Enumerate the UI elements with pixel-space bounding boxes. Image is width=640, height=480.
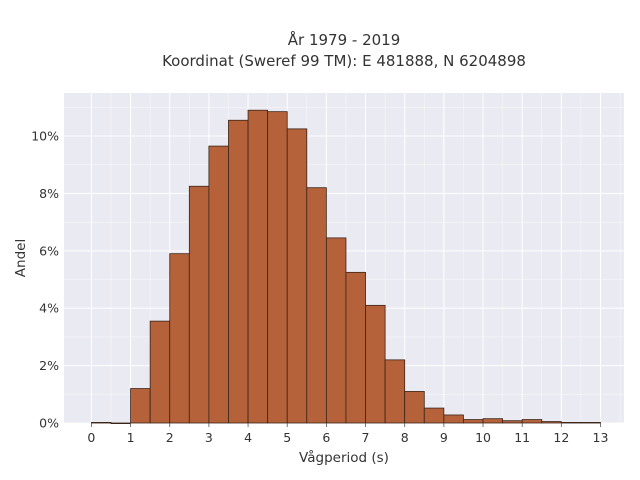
histogram-bar	[560, 422, 582, 424]
histogram-bar	[580, 422, 601, 424]
histogram-bar	[267, 111, 288, 424]
x-tick-label: 7	[362, 430, 370, 445]
x-tick-label: 5	[283, 430, 291, 445]
histogram-bar	[286, 128, 308, 424]
histogram-bar	[306, 187, 327, 424]
x-tick-label: 6	[322, 430, 330, 445]
histogram-bar	[365, 304, 386, 424]
x-tick-label: 8	[401, 430, 409, 445]
histogram-bar	[463, 419, 484, 424]
histogram-bar	[325, 237, 347, 424]
y-axis-ticks: 0% 2% 4% 6% 8% 10%	[31, 129, 59, 431]
x-tick-label: 12	[553, 430, 569, 445]
bars-group	[91, 109, 601, 425]
x-tick-label: 9	[440, 430, 448, 445]
y-tick-label: 0%	[39, 416, 59, 431]
y-axis-label: Andel	[13, 239, 29, 277]
histogram-bar	[404, 391, 425, 424]
x-tick-label: 4	[244, 430, 252, 445]
x-tick-label: 3	[205, 430, 213, 445]
histogram-bar	[130, 388, 151, 424]
y-tick-label: 2%	[39, 358, 59, 373]
chart-title-line2: Koordinat (Sweref 99 TM): E 481888, N 62…	[162, 52, 526, 70]
y-tick-label: 4%	[39, 301, 59, 316]
x-tick-label: 1	[127, 430, 135, 445]
histogram-bar	[228, 119, 249, 424]
histogram-bar	[482, 418, 504, 424]
histogram-bar	[247, 109, 269, 424]
histogram-bar	[208, 145, 229, 424]
histogram-bar	[541, 421, 562, 424]
x-tick-label: 11	[514, 430, 530, 445]
histogram-bar	[423, 407, 445, 424]
y-tick-label: 6%	[39, 243, 59, 258]
x-axis-label: Vågperiod (s)	[299, 449, 389, 466]
y-tick-label: 10%	[31, 129, 59, 144]
x-tick-label: 10	[475, 430, 491, 445]
histogram-bar	[502, 420, 523, 424]
histogram-bar	[443, 414, 464, 424]
histogram-bar	[521, 419, 543, 424]
chart-title-line1: År 1979 - 2019	[288, 30, 401, 49]
histogram-bar	[345, 271, 366, 424]
histogram-bar	[110, 422, 131, 425]
x-axis-ticks: 0 1 2 3 4 5 6 7 8 9 10 11 12 13	[87, 423, 608, 445]
x-tick-label: 2	[166, 430, 174, 445]
x-tick-label: 13	[593, 430, 609, 445]
histogram-bar	[91, 422, 112, 424]
histogram-bar	[169, 253, 190, 424]
x-tick-label: 0	[87, 430, 95, 445]
histogram-bar	[149, 320, 171, 424]
y-tick-label: 8%	[39, 186, 59, 201]
histogram-bar	[384, 359, 406, 424]
histogram-bar	[188, 185, 210, 424]
